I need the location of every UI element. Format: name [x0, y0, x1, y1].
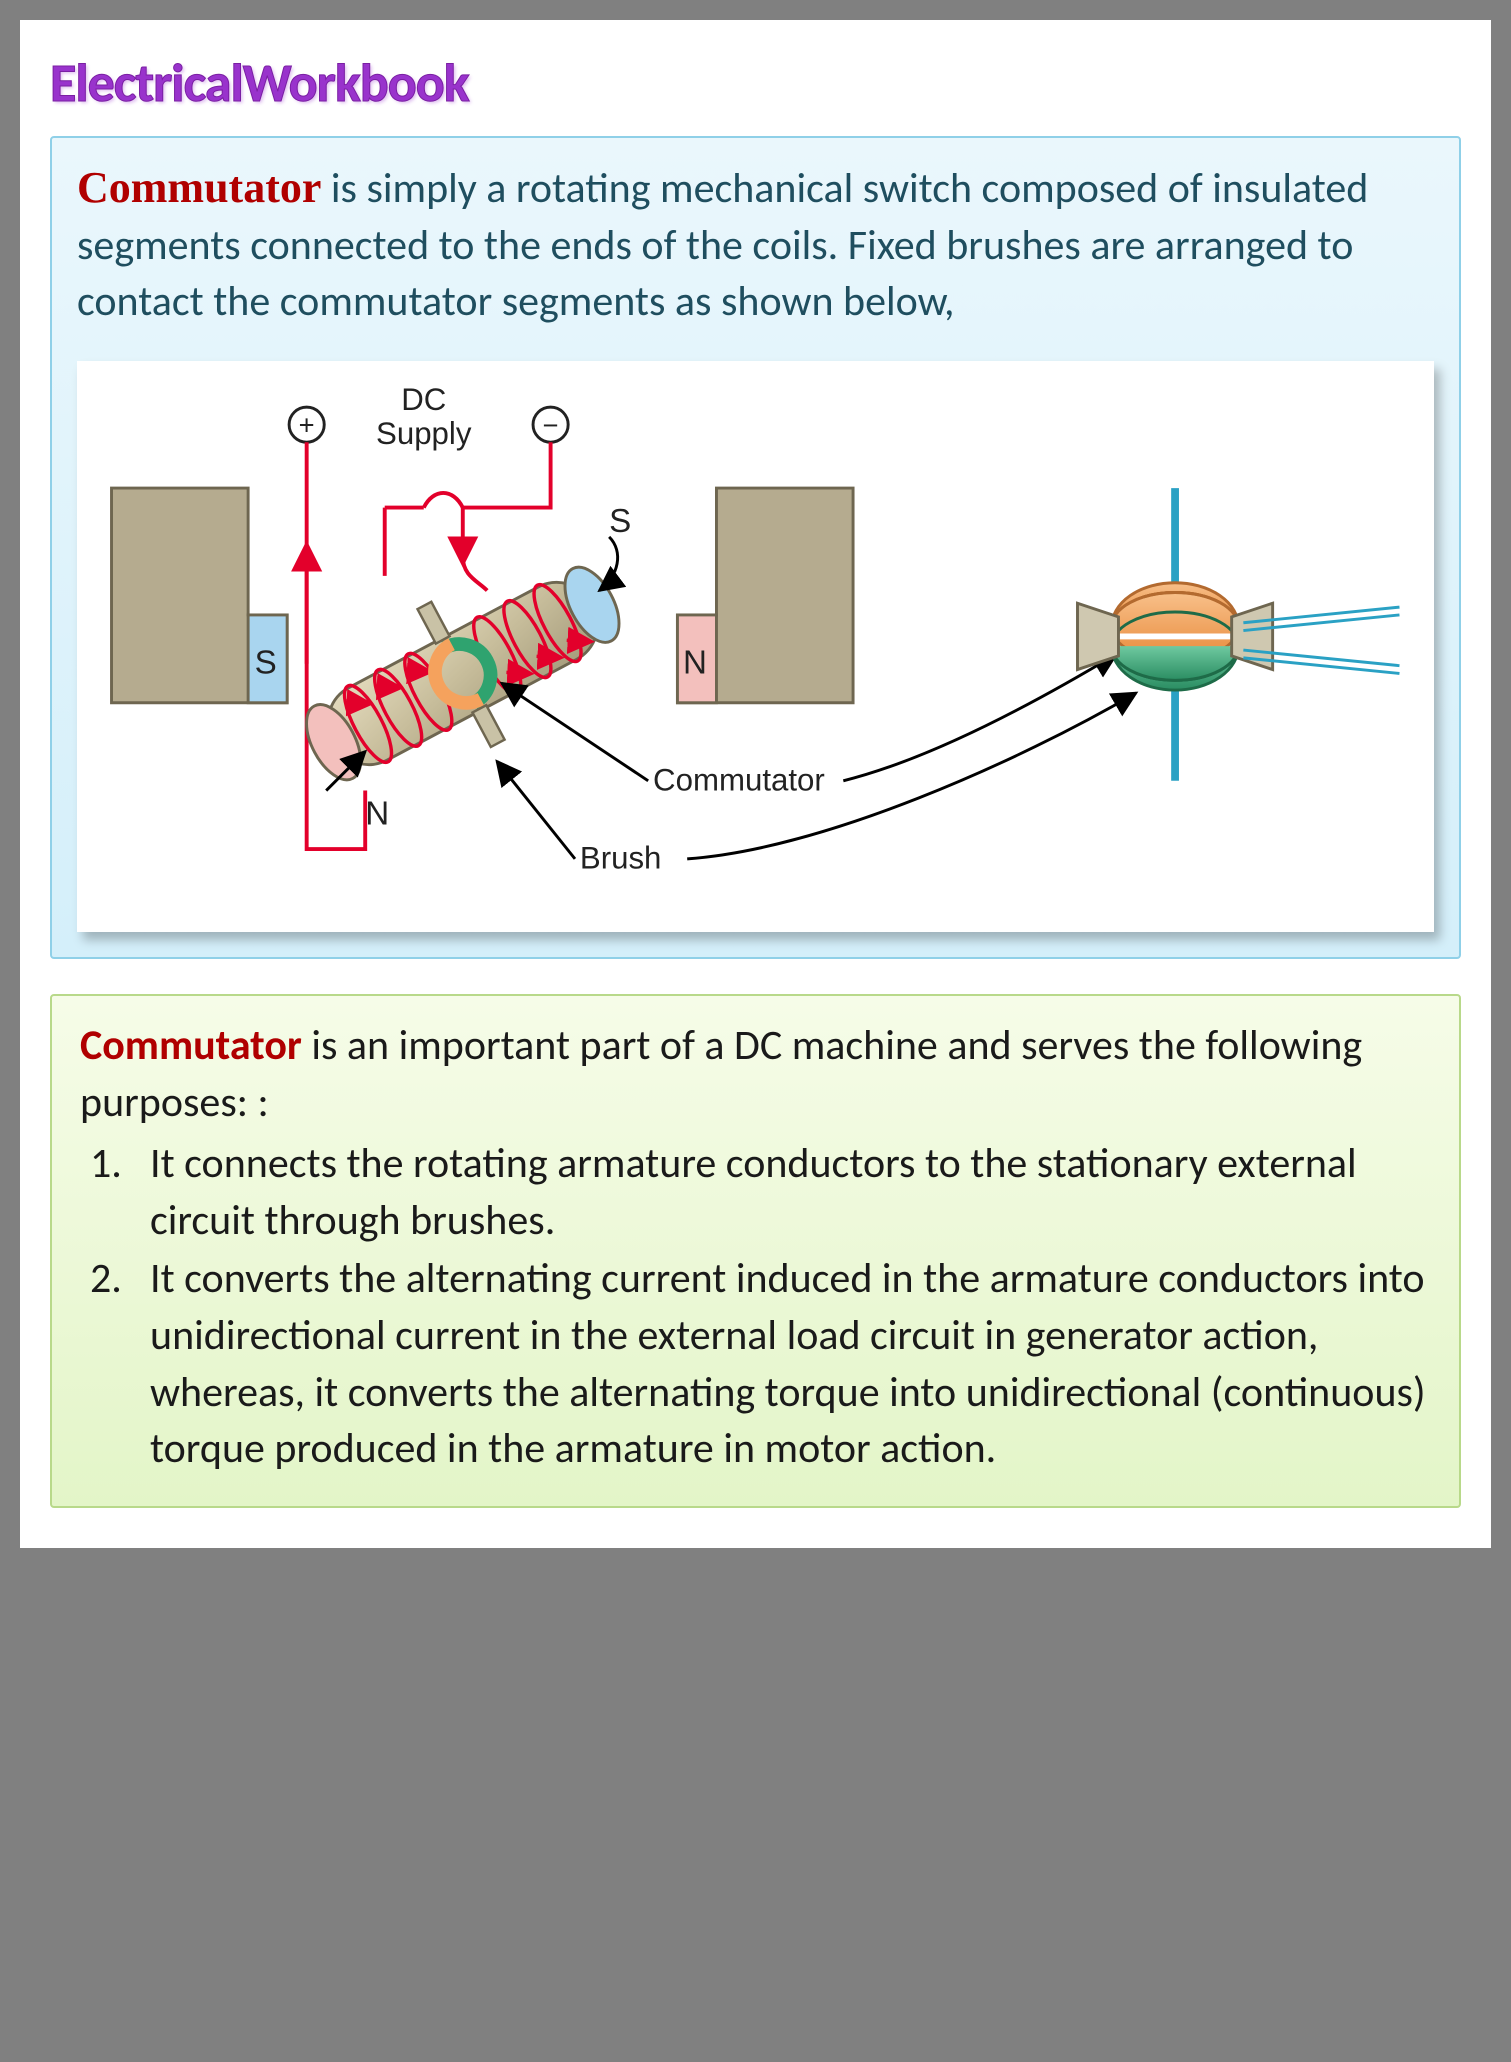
definition-keyword: Commutator	[77, 163, 321, 212]
commutator-label: Commutator	[653, 763, 825, 798]
purposes-box: Commutator is an important part of a DC …	[50, 994, 1461, 1508]
rotor-assembly	[278, 526, 648, 821]
purposes-list: It connects the rotating armature conduc…	[80, 1136, 1431, 1478]
brush-label: Brush	[580, 841, 662, 876]
dc-label-1: DC	[401, 382, 446, 417]
left-magnet: S	[112, 488, 288, 703]
right-magnet: N	[677, 488, 853, 703]
definition-text: Commutator is simply a rotating mechanic…	[77, 158, 1434, 331]
commutator-3d	[1077, 488, 1399, 781]
definition-box: Commutator is simply a rotating mechanic…	[50, 136, 1461, 959]
pole-n-bottom-label: N	[365, 796, 389, 833]
page-container: ElectricalWorkbook Commutator is simply …	[20, 20, 1491, 1548]
purposes-intro: Commutator is an important part of a DC …	[80, 1018, 1431, 1131]
list-item: It connects the rotating armature conduc…	[80, 1136, 1431, 1249]
list-item: It converts the alternating current indu…	[80, 1251, 1431, 1478]
dc-label-2: Supply	[376, 416, 472, 451]
purposes-keyword: Commutator	[80, 1020, 302, 1071]
pole-n-right-label: N	[683, 645, 707, 682]
plus-terminal: +	[299, 409, 315, 440]
minus-terminal: −	[543, 409, 559, 440]
pole-s-top-label: S	[609, 503, 631, 540]
diagram-container: S N + − DC Supply	[77, 361, 1434, 932]
pole-s-left-label: S	[255, 645, 277, 682]
commutator-diagram: S N + − DC Supply	[92, 371, 1419, 917]
site-title: ElectricalWorkbook	[50, 50, 1461, 116]
